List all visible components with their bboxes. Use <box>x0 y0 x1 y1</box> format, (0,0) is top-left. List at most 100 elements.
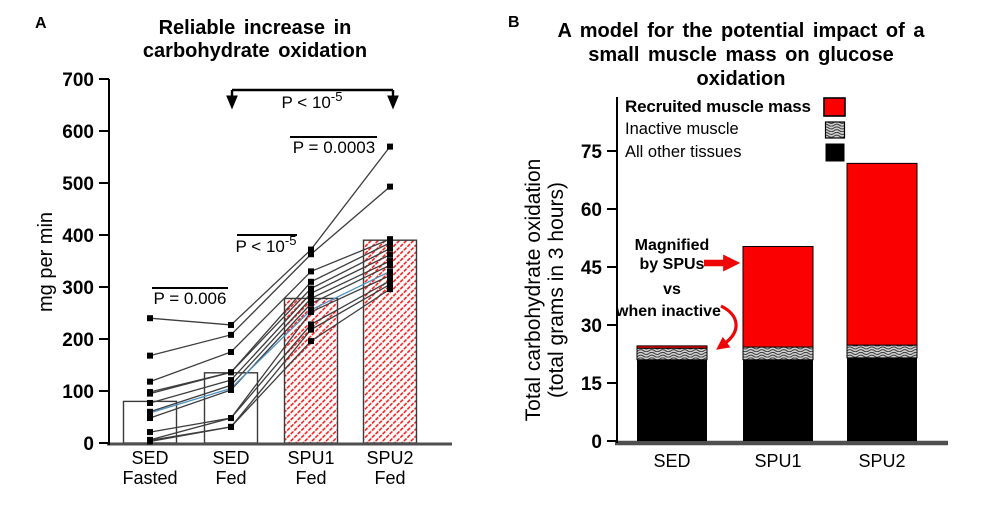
stack-segment-red-spu2 <box>846 162 918 346</box>
stack-segment-red-sed <box>636 345 708 349</box>
panel-b-chart: 0 15 30 45 60 75 SED SPU1 SPU2 <box>581 97 948 471</box>
p-value-label: P = 0.006 <box>154 289 227 308</box>
legend-item-inactive-muscle: Inactive muscle <box>625 120 846 139</box>
y-tick-label: 45 <box>581 258 603 279</box>
data-point <box>308 246 314 253</box>
category-label: SPU1 <box>754 451 801 471</box>
stack-segment-black-spu1 <box>743 359 813 441</box>
y-tick-label: 400 <box>62 226 94 247</box>
data-point <box>387 262 393 269</box>
category-label: SED Fed <box>212 448 249 488</box>
stack-segment-wave-spu1 <box>742 346 814 361</box>
data-point <box>228 369 234 376</box>
data-point <box>308 251 314 258</box>
data-point <box>308 285 314 292</box>
legend-label: Recruited muscle mass <box>625 96 811 116</box>
y-tick-label: 0 <box>83 434 94 455</box>
p-value-label: P < 10-5 <box>282 89 343 112</box>
data-point <box>308 278 314 285</box>
data-point <box>308 300 314 307</box>
p-value-label: P = 0.0003 <box>293 138 375 157</box>
y-tick-label: 0 <box>591 432 602 453</box>
subject-line <box>149 254 391 404</box>
data-point <box>147 378 153 385</box>
stack-segment-red-spu1 <box>742 246 814 348</box>
annotation-vs: vs <box>663 281 681 298</box>
data-point <box>308 308 314 315</box>
stack-segment-wave-spu2 <box>846 344 918 359</box>
annotation-when-inactive: when inactive <box>616 303 721 320</box>
data-point <box>387 268 393 275</box>
stack-segment-black-sed <box>637 359 707 441</box>
inactive-arrow-curved-icon <box>716 304 738 350</box>
data-point <box>228 385 234 392</box>
subject-line <box>149 280 391 441</box>
data-point <box>308 321 314 328</box>
data-point <box>387 277 393 284</box>
data-point <box>387 239 393 246</box>
data-point <box>308 295 314 302</box>
data-point <box>387 143 393 150</box>
panel-b-legend: Recruited muscle mass Inactive muscle Al… <box>625 97 846 166</box>
y-tick-label: 500 <box>62 174 94 195</box>
y-tick-label: 100 <box>62 382 94 403</box>
data-point <box>147 315 153 322</box>
legend-item-recruited-muscle-mass: Recruited muscle mass <box>625 96 846 117</box>
subject-line <box>149 146 391 326</box>
annotation-magnified: Magnified <box>634 237 710 254</box>
panel-a-chart: 0 100 200 300 400 500 600 700 SED Fasted SED Fed SPU… <box>62 70 452 488</box>
panel-a-y-axis-label: mg per min <box>35 211 57 313</box>
subject-line <box>149 270 391 414</box>
data-point <box>228 377 234 384</box>
category-label: SED <box>653 451 690 471</box>
legend-label: All other tissues <box>625 143 742 161</box>
y-tick-label: 300 <box>62 278 94 299</box>
subject-line <box>149 247 391 395</box>
data-point <box>387 258 393 264</box>
data-point <box>387 183 393 190</box>
data-point <box>308 338 314 345</box>
panel-b-annotation-arrows <box>704 254 741 350</box>
data-point <box>147 352 153 359</box>
subject-line <box>149 274 391 433</box>
legend-swatch-black <box>825 143 845 162</box>
panel-b-y-axis-label: Total carbohydrate oxidation (total gram… <box>522 158 568 422</box>
subject-line <box>149 288 391 443</box>
y-tick-label: 60 <box>581 200 602 221</box>
data-point <box>147 429 153 436</box>
p-value-label: P < 10-5 <box>236 233 297 256</box>
data-point <box>308 290 314 297</box>
legend-swatch-red <box>823 96 846 117</box>
y-tick-label: 600 <box>62 122 94 143</box>
data-point <box>387 281 393 288</box>
legend-item-all-other-tissues: All other tissues <box>625 143 846 162</box>
subject-line <box>149 238 391 383</box>
subject-line <box>149 260 391 413</box>
subject-line <box>149 264 391 419</box>
category-label: SPU1 Fed <box>287 448 334 488</box>
data-point <box>228 349 234 355</box>
panel-a-label: A <box>35 15 47 32</box>
stack-segment-wave-sed <box>636 347 708 361</box>
category-label: SED Fasted <box>122 448 177 488</box>
data-point <box>228 415 234 422</box>
data-point <box>147 438 153 445</box>
data-point <box>387 272 393 279</box>
data-point <box>147 415 153 422</box>
stack-segment-black-spu2 <box>847 357 917 441</box>
y-tick-label: 700 <box>62 70 94 91</box>
bar-sed-fasted <box>122 400 178 444</box>
data-point <box>147 399 153 406</box>
data-point <box>228 331 234 338</box>
data-point <box>228 423 234 430</box>
data-point <box>308 268 314 275</box>
bar-spu1-fed <box>283 297 339 444</box>
category-label: SPU2 <box>858 451 905 471</box>
data-point <box>387 286 393 293</box>
panel-a-title: Reliable increase in carbohydrate oxidat… <box>142 17 368 62</box>
panel-b-title: A model for the potential impact of a sm… <box>557 20 925 90</box>
y-tick-label: 30 <box>581 316 602 337</box>
data-point <box>147 409 153 416</box>
